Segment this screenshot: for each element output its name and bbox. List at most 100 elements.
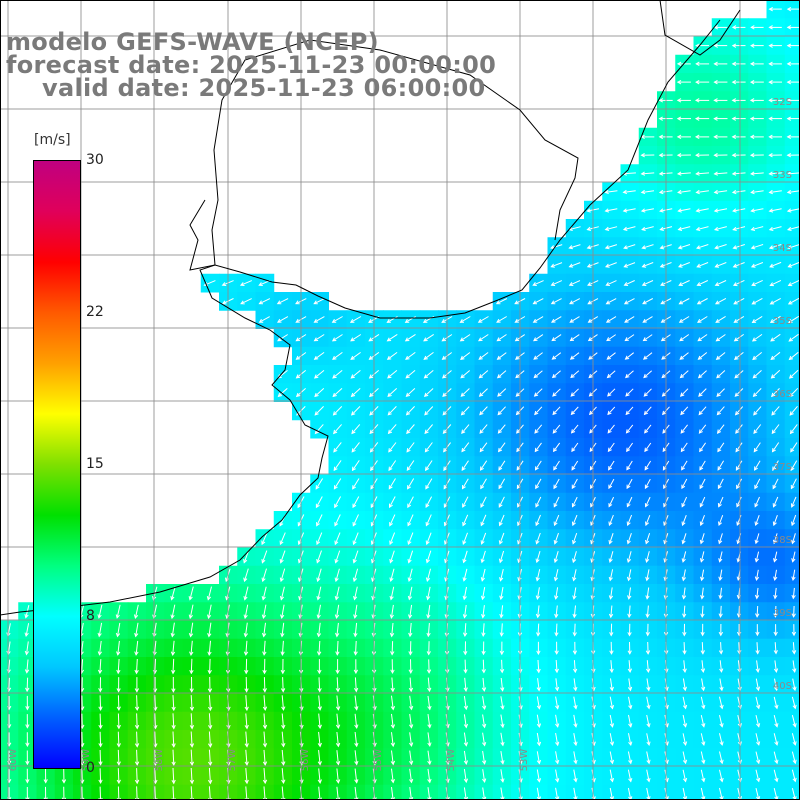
wind-arrow — [243, 568, 249, 583]
wind-arrow — [713, 61, 728, 67]
wind-arrow — [609, 660, 614, 674]
wind-arrow — [133, 604, 139, 620]
wind-arrow — [463, 769, 469, 784]
latitude-label: 37S — [773, 462, 792, 473]
wind-arrow — [535, 605, 541, 619]
wind-arrow — [313, 298, 325, 305]
wind-arrow — [532, 298, 544, 305]
latitude-label: 34S — [773, 243, 792, 254]
wind-arrow — [387, 424, 397, 435]
wind-arrow — [427, 732, 432, 747]
wind-arrow — [316, 586, 322, 601]
wind-arrow — [605, 298, 617, 305]
wind-arrow — [261, 622, 267, 638]
speed-cell — [784, 310, 800, 329]
wind-arrow — [626, 551, 632, 563]
wind-arrow — [626, 533, 632, 545]
wind-arrow — [755, 624, 760, 637]
wind-arrow — [407, 478, 415, 490]
speed-cell — [784, 438, 800, 457]
wind-arrow — [552, 388, 561, 397]
wind-arrow — [334, 586, 340, 601]
wind-arrow — [644, 478, 651, 490]
wind-arrow — [535, 496, 542, 508]
wind-arrow — [408, 750, 414, 766]
wind-arrow — [552, 424, 561, 434]
wind-arrow — [408, 659, 413, 674]
wind-arrow — [788, 351, 799, 361]
wind-arrow — [570, 388, 579, 397]
wind-arrow — [350, 388, 361, 398]
wind-arrow — [774, 678, 779, 692]
wind-arrow — [608, 605, 614, 619]
wind-arrow — [171, 676, 176, 693]
wind-arrow — [625, 388, 634, 397]
wind-arrow — [791, 605, 796, 618]
wind-arrow — [258, 280, 271, 286]
wind-arrow — [768, 25, 782, 30]
wind-arrow — [536, 732, 542, 747]
wind-arrow — [697, 316, 708, 323]
wind-arrow — [116, 768, 121, 785]
wind-arrow — [573, 733, 578, 747]
wind-arrow — [262, 677, 267, 693]
wind-arrow — [408, 641, 413, 656]
wind-arrow — [627, 605, 632, 619]
wind-arrow — [408, 677, 414, 693]
wind-arrow — [532, 280, 544, 286]
wind-arrow — [536, 659, 541, 674]
wind-arrow — [276, 298, 289, 305]
wind-arrow — [243, 586, 249, 601]
speed-cell — [730, 784, 749, 800]
wind-arrow — [25, 695, 30, 711]
wind-arrow — [352, 550, 359, 564]
wind-arrow — [732, 279, 745, 287]
wind-arrow — [480, 587, 486, 601]
wind-arrow — [553, 569, 559, 582]
wind-arrow — [736, 478, 743, 490]
wind-arrow — [695, 226, 709, 231]
wind-arrow — [25, 732, 30, 748]
wind-arrow — [280, 604, 285, 620]
latitude-label: 40S — [773, 681, 792, 692]
wind-arrow — [786, 6, 800, 12]
wind-arrow — [682, 714, 688, 728]
wind-arrow — [462, 568, 468, 582]
wind-arrow — [535, 532, 541, 545]
wind-arrow — [718, 587, 723, 600]
wind-arrow — [695, 189, 709, 195]
wind-arrow — [627, 678, 633, 692]
wind-arrow — [570, 424, 579, 434]
wind-arrow — [189, 731, 195, 748]
speed-cell — [784, 328, 800, 348]
wind-arrow — [481, 641, 486, 656]
wind-arrow — [189, 658, 194, 675]
wind-arrow — [536, 751, 542, 765]
wind-arrow — [626, 442, 634, 453]
wind-arrow — [553, 532, 559, 545]
wind-arrow — [535, 478, 542, 490]
wind-arrow — [332, 388, 343, 398]
wind-arrow — [207, 604, 212, 620]
wind-arrow — [770, 351, 781, 361]
wind-arrow — [170, 604, 176, 620]
wind-arrow — [700, 714, 706, 728]
wind-arrow — [645, 515, 651, 527]
speed-cell — [784, 565, 800, 585]
wind-arrow — [115, 622, 121, 638]
wind-arrow — [713, 134, 728, 140]
wind-arrow — [188, 604, 194, 620]
wind-arrow — [405, 370, 416, 379]
wind-arrow — [791, 569, 796, 582]
wind-arrow — [553, 496, 560, 508]
wind-arrow — [676, 98, 691, 103]
wind-arrow — [423, 388, 434, 398]
wind-arrow — [752, 388, 762, 398]
wind-arrow — [696, 280, 709, 286]
wind-arrow — [280, 622, 285, 638]
wind-arrow — [554, 678, 560, 692]
wind-arrow — [390, 659, 395, 675]
wind-arrow — [717, 460, 725, 471]
wind-arrow — [773, 551, 778, 563]
wind-arrow — [645, 605, 650, 619]
